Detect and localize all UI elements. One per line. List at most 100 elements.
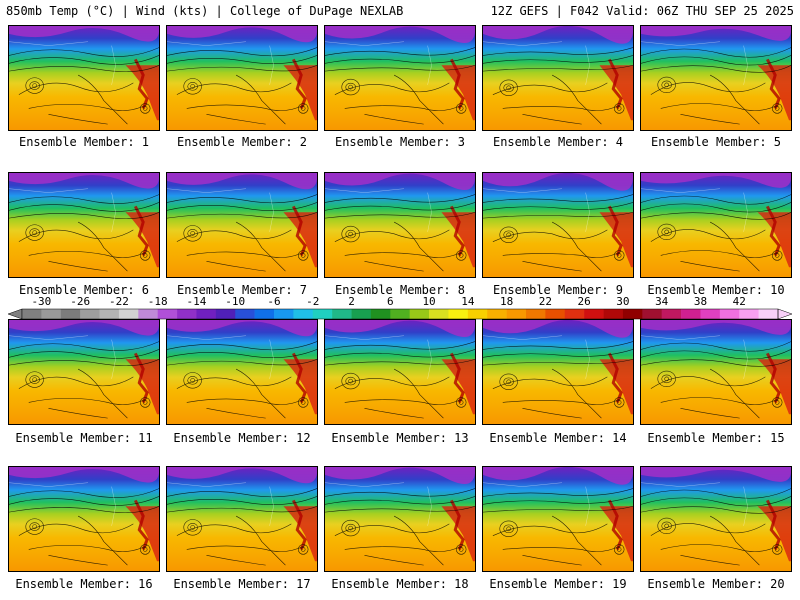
colorbar-tick-label: -22 xyxy=(108,295,129,308)
ensemble-member-label: Ensemble Member: 16 xyxy=(15,577,153,591)
ensemble-member-map xyxy=(640,319,792,425)
colorbar-segment xyxy=(584,309,604,319)
ensemble-member-map xyxy=(166,319,318,425)
ensemble-member-label: Ensemble Member: 10 xyxy=(647,283,785,297)
colorbar-tick-label: -6 xyxy=(267,295,281,308)
colorbar-segment xyxy=(467,309,488,319)
ensemble-member-map xyxy=(482,319,634,425)
ensemble-member-map xyxy=(166,172,318,278)
colorbar-segment xyxy=(351,309,372,319)
header: 850mb Temp (°C) | Wind (kts) | College o… xyxy=(0,0,800,22)
ensemble-member-label: Ensemble Member: 17 xyxy=(173,577,311,591)
colorbar-segment xyxy=(99,309,120,319)
colorbar-tick-label: 26 xyxy=(577,295,591,308)
ensemble-member-map xyxy=(324,466,476,572)
colorbar-segment xyxy=(390,309,410,319)
colorbar-segment xyxy=(448,309,469,319)
ensemble-member-label: Ensemble Member: 8 xyxy=(334,283,466,297)
colorbar-segment xyxy=(332,309,352,319)
colorbar-segment xyxy=(758,309,779,319)
map-title: 850mb Temp (°C) | Wind (kts) | College o… xyxy=(6,4,404,18)
colorbar-tick-label: 30 xyxy=(616,295,630,308)
colorbar-segment xyxy=(41,309,62,319)
colorbar-segment xyxy=(409,309,430,319)
colorbar-segment xyxy=(700,309,721,319)
ensemble-member-label: Ensemble Member: 1 xyxy=(18,135,150,149)
colorbar-tick-label: -2 xyxy=(306,295,320,308)
ensemble-member-map xyxy=(8,466,160,572)
ensemble-member-label: Ensemble Member: 13 xyxy=(331,431,469,445)
ensemble-member-map xyxy=(8,25,160,131)
temperature-colorbar: -30 -26 -22 -18 -14 -10 -6 -2 2 6 10 14 18 22 26 30 34 38… xyxy=(8,296,792,320)
colorbar-segment xyxy=(719,309,740,319)
ensemble-member-map xyxy=(166,466,318,572)
ensemble-member-map xyxy=(8,319,160,425)
colorbar-segment xyxy=(80,309,100,319)
colorbar-segment xyxy=(506,309,527,319)
colorbar-segment xyxy=(157,309,178,319)
colorbar-tick-label: 6 xyxy=(386,295,394,308)
colorbar-arrow-high xyxy=(777,308,792,320)
ensemble-member-map xyxy=(482,25,634,131)
ensemble-member-map xyxy=(324,319,476,425)
ensemble-member-label: Ensemble Member: 4 xyxy=(492,135,624,149)
colorbar-segment xyxy=(254,309,275,319)
colorbar-segment xyxy=(564,309,585,319)
ensemble-member-label: Ensemble Member: 20 xyxy=(647,577,785,591)
colorbar-arrow-low xyxy=(8,308,23,320)
ensemble-member-label: Ensemble Member: 12 xyxy=(173,431,311,445)
ensemble-member-label: Ensemble Member: 19 xyxy=(489,577,627,591)
ensemble-member-map xyxy=(166,25,318,131)
ensemble-member-map xyxy=(482,466,634,572)
colorbar-tick-label: 18 xyxy=(499,295,514,308)
colorbar-tick-label: 14 xyxy=(461,295,475,308)
colorbar-segment xyxy=(293,309,314,319)
ensemble-member-map xyxy=(8,172,160,278)
colorbar-tick-labels: -30 -26 -22 -18 -14 -10 -6 -2 2 6 10 14 18 22 26 30 34 38… xyxy=(8,296,792,308)
colorbar-segment xyxy=(622,309,643,319)
ensemble-member-label: Ensemble Member: 6 xyxy=(18,283,150,297)
colorbar-segment xyxy=(215,309,236,319)
colorbar-segment xyxy=(603,309,624,319)
colorbar-segment xyxy=(177,309,197,319)
colorbar-tick-label: -18 xyxy=(147,295,168,308)
colorbar-tick-label: 10 xyxy=(422,295,436,308)
colorbar-segment xyxy=(196,309,217,319)
ensemble-member-map xyxy=(482,172,634,278)
ensemble-member-label: Ensemble Member: 3 xyxy=(334,135,466,149)
ensemble-member-label: Ensemble Member: 7 xyxy=(176,283,308,297)
ensemble-member-map xyxy=(640,466,792,572)
ensemble-member-label: Ensemble Member: 14 xyxy=(489,431,627,445)
colorbar-segment xyxy=(118,309,139,319)
ensemble-member-map xyxy=(324,25,476,131)
colorbar-segment xyxy=(661,309,682,319)
colorbar-segment xyxy=(681,309,701,319)
colorbar-segment xyxy=(138,309,158,319)
colorbar-segment xyxy=(545,309,566,319)
colorbar-tick-label: -10 xyxy=(225,295,246,308)
colorbar-segment xyxy=(312,309,333,319)
ensemble-member-map xyxy=(640,25,792,131)
colorbar-tick-label: 22 xyxy=(538,295,552,308)
colorbar-segment xyxy=(739,309,759,319)
colorbar-tick-label: 34 xyxy=(655,295,669,308)
ensemble-member-label: Ensemble Member: 2 xyxy=(176,135,308,149)
colorbar-scale xyxy=(8,308,792,320)
colorbar-tick-label: -14 xyxy=(186,295,207,308)
ensemble-member-label: Ensemble Member: 18 xyxy=(331,577,469,591)
colorbar-segment xyxy=(22,309,42,319)
ensemble-member-map xyxy=(640,172,792,278)
colorbar-tick-label: 2 xyxy=(348,295,355,308)
colorbar-segment xyxy=(60,309,81,319)
colorbar-segment xyxy=(642,309,662,319)
colorbar-tick-label: 42 xyxy=(732,295,746,308)
colorbar-segment xyxy=(370,309,391,319)
colorbar-segment xyxy=(274,309,294,319)
colorbar-outline xyxy=(21,308,779,320)
model-run-valid-time: 12Z GEFS | F042 Valid: 06Z THU SEP 25 20… xyxy=(490,4,794,18)
colorbar-tick-label: -26 xyxy=(70,295,91,308)
ensemble-member-map xyxy=(324,172,476,278)
colorbar-segment xyxy=(526,309,546,319)
ensemble-member-label: Ensemble Member: 5 xyxy=(650,135,782,149)
colorbar-segment xyxy=(429,309,449,319)
